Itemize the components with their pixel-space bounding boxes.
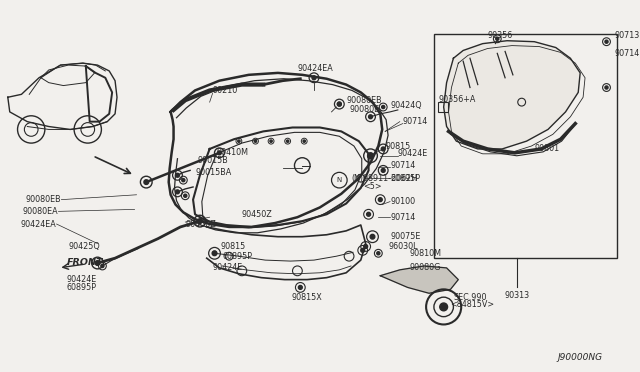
Circle shape xyxy=(381,169,385,172)
Text: 90424E: 90424E xyxy=(398,149,428,158)
Circle shape xyxy=(370,234,375,239)
Text: 90425Q: 90425Q xyxy=(68,242,100,251)
Circle shape xyxy=(496,37,499,40)
Circle shape xyxy=(270,140,272,142)
Circle shape xyxy=(254,140,257,142)
Circle shape xyxy=(212,251,217,256)
Circle shape xyxy=(605,40,608,43)
Text: 90015BA: 90015BA xyxy=(195,168,231,177)
Text: 90713: 90713 xyxy=(614,31,639,40)
Circle shape xyxy=(237,140,240,142)
Polygon shape xyxy=(380,266,458,293)
Text: 90714: 90714 xyxy=(390,213,415,222)
Text: 60895P: 60895P xyxy=(222,252,252,261)
Circle shape xyxy=(381,147,385,151)
Circle shape xyxy=(175,190,179,194)
Text: <84815V>: <84815V> xyxy=(451,301,495,310)
Circle shape xyxy=(95,261,100,265)
Text: 90015B: 90015B xyxy=(198,156,228,165)
Text: 90815X: 90815X xyxy=(292,293,323,302)
Text: 90080EA: 90080EA xyxy=(23,207,58,216)
Text: 90080E: 90080E xyxy=(349,105,380,115)
Text: 90424EA: 90424EA xyxy=(21,219,56,228)
Text: 90450Z: 90450Z xyxy=(242,210,273,219)
Text: 90714: 90714 xyxy=(403,117,428,126)
Text: 90815: 90815 xyxy=(385,141,410,151)
Text: 90424Q: 90424Q xyxy=(390,100,422,110)
Circle shape xyxy=(369,115,372,119)
Text: 96030L: 96030L xyxy=(388,242,417,251)
Circle shape xyxy=(368,153,373,158)
Text: FRONT: FRONT xyxy=(67,257,103,267)
Text: 90410M: 90410M xyxy=(216,148,248,157)
Circle shape xyxy=(184,194,187,197)
Circle shape xyxy=(605,86,608,89)
Circle shape xyxy=(367,212,371,216)
Circle shape xyxy=(287,140,289,142)
Text: 90810M: 90810M xyxy=(410,249,442,258)
Circle shape xyxy=(361,248,365,252)
Circle shape xyxy=(364,244,367,248)
Text: 90424E: 90424E xyxy=(212,263,243,272)
Text: 90100: 90100 xyxy=(390,197,415,206)
Polygon shape xyxy=(444,41,580,149)
Text: 90313: 90313 xyxy=(504,291,529,300)
Text: 90424EA: 90424EA xyxy=(298,64,333,73)
Text: 90080EB: 90080EB xyxy=(346,96,382,105)
Text: 90210: 90210 xyxy=(212,86,238,95)
Circle shape xyxy=(377,252,380,255)
Circle shape xyxy=(212,251,216,255)
Text: 90815: 90815 xyxy=(220,242,246,251)
Text: 60895P: 60895P xyxy=(390,174,420,183)
Text: 90714: 90714 xyxy=(390,161,415,170)
Circle shape xyxy=(312,76,316,80)
Circle shape xyxy=(198,219,202,224)
Bar xyxy=(438,102,447,112)
Circle shape xyxy=(298,285,302,289)
Text: 90080EB: 90080EB xyxy=(26,195,61,204)
Text: 90714: 90714 xyxy=(614,49,639,58)
Circle shape xyxy=(182,179,185,182)
Text: 90424E: 90424E xyxy=(67,275,97,284)
Text: N: N xyxy=(337,177,342,183)
Text: <5>: <5> xyxy=(363,182,381,190)
Text: 90080G: 90080G xyxy=(410,263,441,272)
Text: 90801: 90801 xyxy=(534,144,559,153)
Text: 90356+A: 90356+A xyxy=(439,95,476,104)
Text: (N)08911-2062H: (N)08911-2062H xyxy=(351,174,417,183)
Circle shape xyxy=(440,303,447,311)
Circle shape xyxy=(367,153,374,159)
Text: 90450Z: 90450Z xyxy=(185,219,216,228)
Circle shape xyxy=(378,198,382,202)
Circle shape xyxy=(175,173,179,177)
Bar xyxy=(434,34,617,258)
Circle shape xyxy=(101,264,104,267)
Circle shape xyxy=(144,180,148,185)
Text: 60895P: 60895P xyxy=(67,283,96,292)
Circle shape xyxy=(218,151,221,155)
Text: SEC.990: SEC.990 xyxy=(453,293,487,302)
Circle shape xyxy=(337,102,341,106)
Text: 90356: 90356 xyxy=(488,31,513,40)
Circle shape xyxy=(381,105,385,109)
Text: J90000NG: J90000NG xyxy=(557,353,603,362)
Circle shape xyxy=(303,140,305,142)
Circle shape xyxy=(337,102,341,106)
Text: 90075E: 90075E xyxy=(390,232,420,241)
